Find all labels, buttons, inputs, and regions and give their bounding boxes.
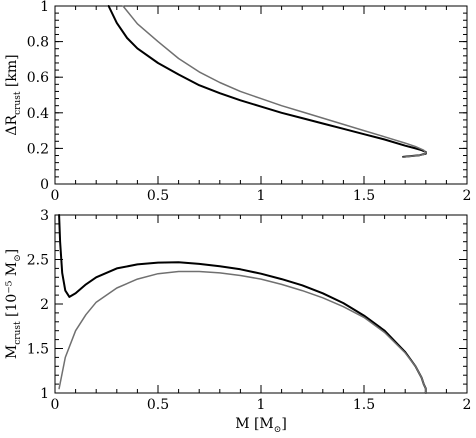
top-y-tick-label: 0.8 bbox=[27, 35, 49, 51]
top-series-gray-line bbox=[122, 5, 427, 159]
bottom-y-axis-label: Mcrust [10⁻⁵ M⊙] bbox=[4, 249, 23, 359]
x-axis-label: M [M⊙] bbox=[235, 416, 287, 435]
top-y-tick-label: 1 bbox=[40, 0, 49, 15]
top-y-tick-label: 0.6 bbox=[27, 70, 49, 86]
top-y-tick-label: 0.2 bbox=[27, 141, 49, 157]
bottom-y-tick-label: 1.5 bbox=[27, 342, 49, 358]
top-y-tick-label: 0 bbox=[40, 177, 49, 193]
top-x-tick-label: 2 bbox=[463, 188, 472, 204]
top-x-tick-label: 1.5 bbox=[353, 188, 375, 204]
bottom-lines bbox=[58, 214, 427, 394]
top-x-tick-label: 0 bbox=[51, 188, 60, 204]
bottom-y-tick-label: 2.5 bbox=[27, 253, 49, 269]
bottom-x-tick-label: 0.5 bbox=[147, 397, 169, 413]
top-y-tick-label: 0.4 bbox=[27, 106, 49, 122]
bottom-panel: 0 0.5 1 1.5 2 1 1.5 2 2.5 3 Mcrust [10⁻⁵ M⊙] M [M… bbox=[4, 208, 471, 435]
bottom-series-gray-line bbox=[58, 270, 427, 394]
bottom-y-tick-label: 1 bbox=[40, 386, 49, 402]
bottom-y-tick-label: 2 bbox=[40, 297, 49, 313]
top-panel: 0 0.5 1 1.5 2 0 0.2 0.4 0.6 0.8 1 ΔRcrust [km] bbox=[4, 0, 471, 204]
bottom-plot-frame bbox=[54, 214, 468, 394]
top-x-tick-label: 0.5 bbox=[147, 188, 169, 204]
bottom-x-tick-label: 2 bbox=[463, 397, 472, 413]
bottom-x-tick-label: 1 bbox=[257, 397, 266, 413]
top-y-axis-label: ΔRcrust [km] bbox=[4, 54, 23, 135]
top-ticks: 0 0.5 1 1.5 2 0 0.2 0.4 0.6 0.8 1 bbox=[27, 0, 472, 204]
top-x-tick-label: 1 bbox=[257, 188, 266, 204]
bottom-x-tick-label: 0 bbox=[51, 397, 60, 413]
top-lines bbox=[107, 5, 427, 159]
bottom-y-tick-label: 3 bbox=[40, 208, 49, 224]
bottom-series-black-line bbox=[58, 214, 427, 394]
bottom-ticks: 0 0.5 1 1.5 2 1 1.5 2 2.5 3 bbox=[27, 208, 472, 413]
bottom-x-tick-label: 1.5 bbox=[353, 397, 375, 413]
